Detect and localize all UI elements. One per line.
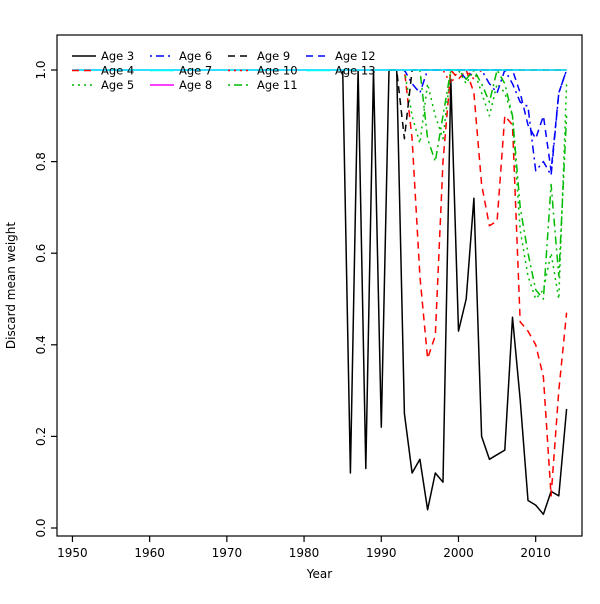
legend-label-age-7: Age 7 — [179, 64, 212, 78]
y-tick-label: 0.4 — [34, 335, 48, 354]
legend-label-age-12: Age 12 — [335, 49, 376, 63]
legend-label-age-8: Age 8 — [179, 78, 212, 92]
legend-label-age-3: Age 3 — [101, 49, 134, 63]
series-age-9 — [389, 69, 567, 140]
x-tick-label: 2010 — [520, 546, 551, 560]
x-axis-title: Year — [306, 567, 332, 581]
legend-label-age-13: Age 13 — [335, 64, 376, 78]
series-age-10 — [419, 69, 567, 85]
y-tick-label: 0.0 — [34, 518, 48, 537]
legend-label-age-4: Age 4 — [101, 64, 134, 78]
x-tick-label: 1950 — [57, 546, 88, 560]
series-age-3 — [341, 69, 568, 516]
x-tick-label: 1960 — [134, 546, 165, 560]
series-age-11 — [419, 69, 568, 300]
series-age-5 — [403, 69, 568, 300]
legend-label-age-11: Age 11 — [257, 78, 298, 92]
y-tick-label: 0.8 — [34, 152, 48, 171]
x-tick-label: 1970 — [212, 546, 243, 560]
y-tick-label: 1.0 — [34, 60, 48, 79]
y-axis-title: Discard mean weight — [4, 222, 18, 350]
legend-label-age-9: Age 9 — [257, 49, 290, 63]
plot-border — [56, 34, 583, 537]
x-tick-label: 1990 — [366, 546, 397, 560]
legend-label-age-10: Age 10 — [257, 64, 298, 78]
series-age-4 — [396, 69, 568, 497]
x-tick-label: 1980 — [289, 546, 320, 560]
y-tick-label: 0.6 — [34, 244, 48, 263]
legend-label-age-5: Age 5 — [101, 78, 134, 92]
legend-label-age-6: Age 6 — [179, 49, 212, 63]
x-tick-label: 2000 — [443, 546, 474, 560]
y-tick-label: 0.2 — [34, 427, 48, 446]
